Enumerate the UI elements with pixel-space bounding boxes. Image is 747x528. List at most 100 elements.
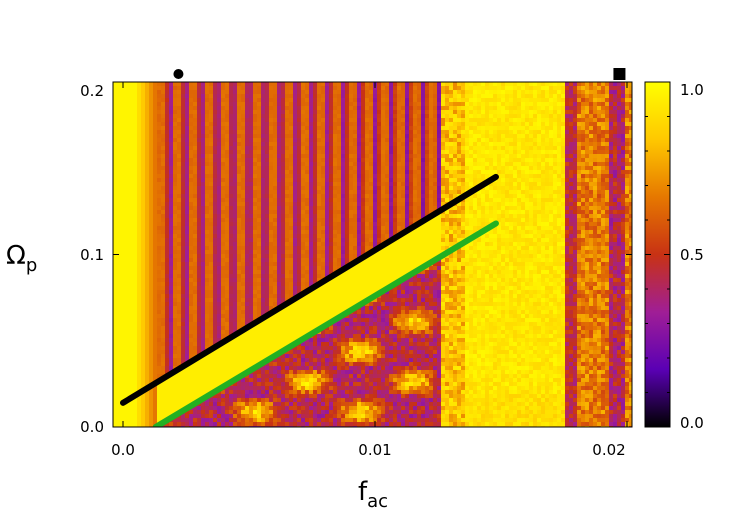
heatmap-cell <box>273 194 278 199</box>
heatmap-cell <box>357 210 362 215</box>
heatmap-cell <box>449 178 454 183</box>
heatmap-cell <box>477 190 482 195</box>
heatmap-cell <box>553 158 558 163</box>
heatmap-cell <box>321 122 326 127</box>
heatmap-cell <box>541 186 546 191</box>
heatmap-cell <box>189 190 194 195</box>
heatmap-cell <box>369 134 374 139</box>
heatmap-cell <box>625 138 630 143</box>
heatmap-cell <box>597 162 602 167</box>
heatmap-cell <box>389 122 394 127</box>
heatmap-cell <box>329 90 334 95</box>
heatmap-cell <box>289 226 294 231</box>
heatmap-cell <box>257 198 262 203</box>
heatmap-cell <box>565 222 570 227</box>
heatmap-cell <box>437 102 442 107</box>
heatmap-cell <box>509 182 514 187</box>
heatmap-cell <box>185 234 190 239</box>
heatmap-cell <box>193 226 198 231</box>
heatmap-cell <box>449 146 454 151</box>
heatmap-cell <box>613 138 618 143</box>
heatmap-cell <box>281 134 286 139</box>
heatmap-cell <box>133 150 138 155</box>
heatmap-cell <box>157 138 162 143</box>
heatmap-cell <box>621 202 626 207</box>
heatmap-cell <box>389 166 394 171</box>
heatmap-cell <box>449 90 454 95</box>
heatmap-cell <box>469 226 474 231</box>
heatmap-cell <box>425 162 430 167</box>
heatmap-cell <box>277 198 282 203</box>
heatmap-cell <box>437 222 442 227</box>
heatmap-cell <box>437 202 442 207</box>
heatmap-cell <box>205 106 210 111</box>
heatmap-cell <box>297 226 302 231</box>
heatmap-cell <box>629 194 632 199</box>
heatmap-cell <box>477 142 482 147</box>
heatmap-cell <box>373 230 378 235</box>
heatmap-cell <box>249 210 254 215</box>
heatmap-cell <box>161 166 166 171</box>
heatmap-cell <box>345 202 350 207</box>
heatmap-cell <box>357 186 362 191</box>
heatmap-cell <box>121 150 126 155</box>
heatmap-cell <box>445 150 450 155</box>
heatmap-cell <box>469 86 474 91</box>
heatmap-cell <box>393 218 398 223</box>
heatmap-cell <box>445 110 450 115</box>
heatmap-cell <box>521 214 526 219</box>
heatmap-cell <box>117 94 122 99</box>
heatmap-cell <box>345 158 350 163</box>
heatmap-cell <box>161 122 166 127</box>
heatmap-cell <box>453 230 458 235</box>
heatmap-cell <box>333 198 338 203</box>
heatmap-cell <box>181 118 186 123</box>
heatmap-cell <box>513 202 518 207</box>
heatmap-cell <box>397 194 402 199</box>
heatmap-cell <box>457 154 462 159</box>
heatmap-cell <box>285 142 290 147</box>
heatmap-cell <box>297 230 302 235</box>
heatmap-cell <box>521 102 526 107</box>
heatmap-cell <box>141 114 146 119</box>
heatmap-cell <box>153 126 158 131</box>
heatmap-cell <box>497 134 502 139</box>
heatmap-cell <box>369 150 374 155</box>
heatmap-cell <box>333 130 338 135</box>
heatmap-cell <box>621 190 626 195</box>
heatmap-cell <box>117 174 122 179</box>
heatmap-cell <box>265 150 270 155</box>
heatmap-cell <box>461 186 466 191</box>
heatmap-cell <box>593 214 598 219</box>
heatmap-cell <box>521 186 526 191</box>
heatmap-cell <box>565 114 570 119</box>
heatmap-cell <box>221 198 226 203</box>
heatmap-cell <box>465 230 470 235</box>
heatmap-cell <box>253 234 258 239</box>
heatmap-cell <box>221 130 226 135</box>
heatmap-cell <box>173 118 178 123</box>
heatmap-cell <box>181 194 186 199</box>
heatmap-cell <box>625 94 630 99</box>
heatmap-cell <box>189 158 194 163</box>
heatmap-cell <box>425 114 430 119</box>
heatmap-cell <box>337 230 342 235</box>
heatmap-cell <box>129 222 134 227</box>
heatmap-cell <box>177 122 182 127</box>
heatmap-cell <box>157 102 162 107</box>
heatmap-cell <box>177 222 182 227</box>
heatmap-cell <box>501 186 506 191</box>
heatmap-cell <box>349 186 354 191</box>
heatmap-cell <box>245 226 250 231</box>
heatmap-cell <box>137 214 142 219</box>
heatmap-cell <box>185 214 190 219</box>
heatmap-cell <box>605 150 610 155</box>
heatmap-cell <box>289 98 294 103</box>
heatmap-cell <box>449 214 454 219</box>
heatmap-cell <box>173 222 178 227</box>
heatmap-cell <box>513 142 518 147</box>
heatmap-cell <box>257 106 262 111</box>
heatmap-cell <box>185 166 190 171</box>
heatmap-cell <box>477 138 482 143</box>
heatmap-cell <box>257 126 262 131</box>
